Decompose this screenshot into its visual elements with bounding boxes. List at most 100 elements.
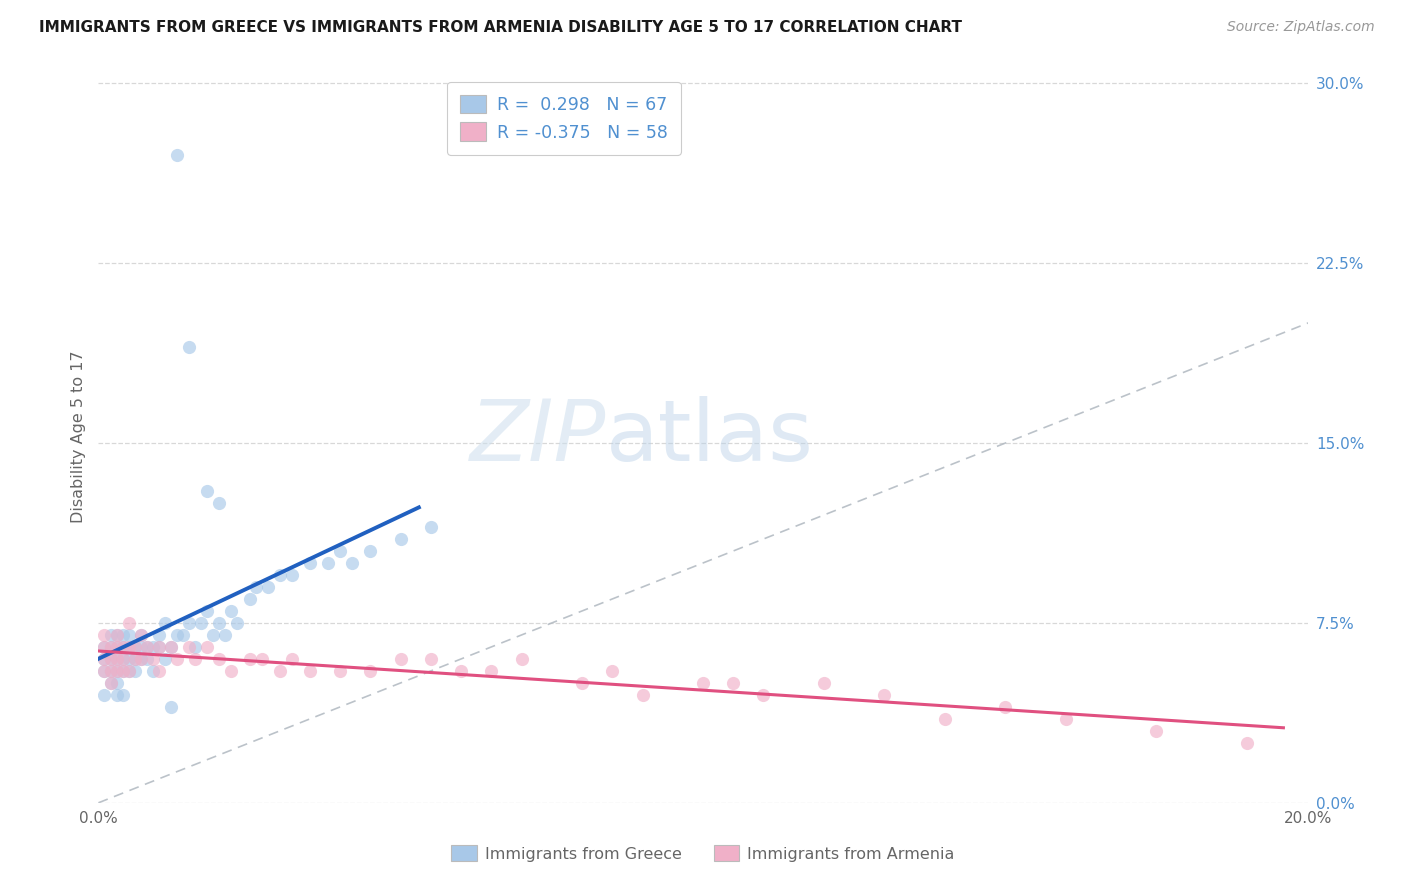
Point	[93, 640, 115, 654]
Point	[111, 664, 134, 678]
Legend: Immigrants from Greece, Immigrants from Armenia: Immigrants from Greece, Immigrants from …	[444, 838, 962, 868]
Point	[93, 688, 115, 702]
Text: ZIP: ZIP	[470, 395, 606, 479]
Point	[214, 628, 236, 642]
Point	[105, 652, 128, 666]
Point	[250, 652, 273, 666]
Point	[420, 520, 443, 534]
Point	[142, 664, 165, 678]
Point	[160, 640, 183, 654]
Point	[100, 676, 122, 690]
Point	[118, 640, 141, 654]
Point	[118, 664, 141, 678]
Point	[129, 652, 152, 666]
Point	[571, 676, 593, 690]
Point	[105, 664, 128, 678]
Point	[160, 640, 183, 654]
Point	[105, 676, 128, 690]
Point	[111, 640, 134, 654]
Point	[342, 556, 364, 570]
Point	[105, 640, 128, 654]
Point	[269, 568, 291, 582]
Point	[93, 664, 115, 678]
Point	[195, 640, 218, 654]
Point	[93, 652, 115, 666]
Point	[245, 580, 267, 594]
Point	[269, 664, 291, 678]
Point	[631, 688, 654, 702]
Point	[124, 652, 146, 666]
Point	[118, 664, 141, 678]
Point	[135, 640, 157, 654]
Point	[100, 628, 122, 642]
Point	[111, 688, 134, 702]
Point	[160, 699, 183, 714]
Point	[118, 628, 141, 642]
Point	[105, 652, 128, 666]
Point	[389, 532, 412, 546]
Point	[153, 615, 176, 630]
Point	[93, 640, 115, 654]
Point	[221, 604, 243, 618]
Point	[124, 664, 146, 678]
Point	[179, 615, 201, 630]
Point	[129, 640, 152, 654]
Point	[153, 652, 176, 666]
Point	[873, 688, 896, 702]
Point	[723, 676, 745, 690]
Point	[221, 664, 243, 678]
Point	[100, 676, 122, 690]
Point	[208, 652, 231, 666]
Legend: R =  0.298   N = 67, R = -0.375   N = 58: R = 0.298 N = 67, R = -0.375 N = 58	[447, 81, 681, 155]
Point	[124, 652, 146, 666]
Text: IMMIGRANTS FROM GREECE VS IMMIGRANTS FROM ARMENIA DISABILITY AGE 5 TO 17 CORRELA: IMMIGRANTS FROM GREECE VS IMMIGRANTS FRO…	[39, 20, 962, 35]
Point	[118, 615, 141, 630]
Point	[111, 652, 134, 666]
Point	[105, 664, 128, 678]
Point	[93, 652, 115, 666]
Point	[105, 628, 128, 642]
Point	[148, 664, 170, 678]
Text: atlas: atlas	[606, 395, 814, 479]
Point	[105, 688, 128, 702]
Point	[111, 652, 134, 666]
Point	[118, 652, 141, 666]
Point	[142, 640, 165, 654]
Point	[316, 556, 339, 570]
Point	[142, 652, 165, 666]
Point	[510, 652, 533, 666]
Point	[389, 652, 412, 666]
Text: Source: ZipAtlas.com: Source: ZipAtlas.com	[1227, 20, 1375, 34]
Point	[111, 640, 134, 654]
Point	[111, 664, 134, 678]
Point	[1054, 712, 1077, 726]
Point	[813, 676, 835, 690]
Point	[202, 628, 225, 642]
Point	[752, 688, 775, 702]
Point	[93, 664, 115, 678]
Point	[100, 640, 122, 654]
Point	[148, 640, 170, 654]
Point	[360, 664, 382, 678]
Point	[124, 640, 146, 654]
Point	[124, 640, 146, 654]
Point	[481, 664, 503, 678]
Point	[450, 664, 472, 678]
Point	[93, 628, 115, 642]
Point	[239, 591, 262, 606]
Point	[135, 652, 157, 666]
Point	[100, 652, 122, 666]
Point	[208, 496, 231, 510]
Point	[100, 664, 122, 678]
Point	[190, 615, 212, 630]
Point	[281, 652, 304, 666]
Point	[281, 568, 304, 582]
Point	[179, 640, 201, 654]
Point	[100, 640, 122, 654]
Point	[195, 604, 218, 618]
Point	[994, 699, 1017, 714]
Point	[195, 483, 218, 498]
Point	[692, 676, 714, 690]
Point	[1236, 736, 1258, 750]
Point	[299, 664, 322, 678]
